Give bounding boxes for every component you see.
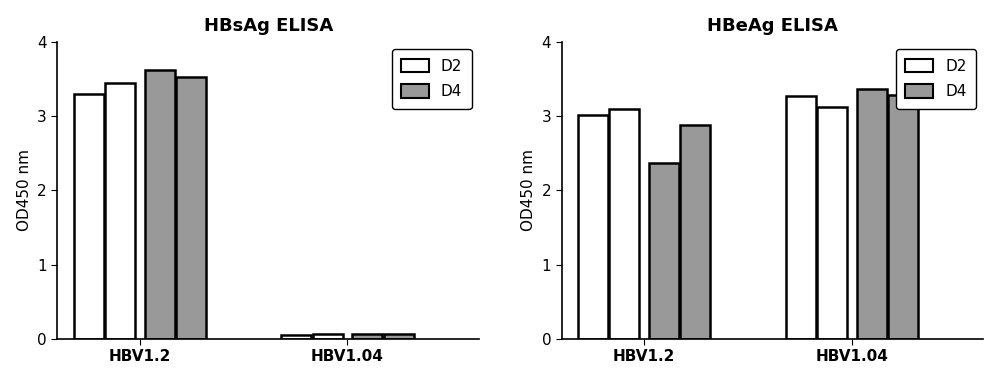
Bar (609, 109, 639, 339)
Title: HBsAg ELISA: HBsAg ELISA (204, 17, 333, 35)
Legend: D2, D4: D2, D4 (392, 50, 472, 109)
Y-axis label: OD450 nm: OD450 nm (17, 149, 32, 231)
Bar (105, 83, 135, 339)
Bar (384, 334, 414, 339)
Bar (578, 115, 608, 339)
Legend: D2, D4: D2, D4 (896, 50, 976, 109)
Bar (145, 70, 175, 339)
Bar (817, 107, 847, 339)
Bar (352, 335, 382, 339)
Bar (786, 96, 816, 339)
Bar (649, 163, 679, 339)
Bar (74, 94, 104, 339)
Bar (313, 334, 343, 339)
Bar (281, 335, 311, 339)
Bar (176, 77, 206, 339)
Title: HBeAg ELISA: HBeAg ELISA (707, 17, 838, 35)
Y-axis label: OD450 nm: OD450 nm (521, 149, 536, 231)
Bar (680, 125, 710, 339)
Bar (857, 89, 887, 339)
Bar (888, 95, 918, 339)
